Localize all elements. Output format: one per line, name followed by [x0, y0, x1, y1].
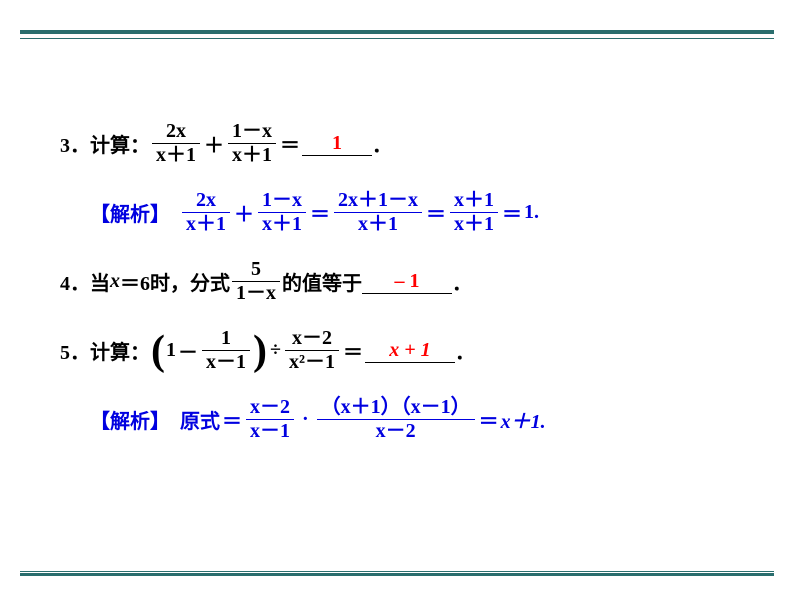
q5-blank: x + 1 — [365, 339, 455, 363]
q3-label: 计算： — [90, 129, 150, 158]
s5-f2: （x＋1）（x－1） x－2 — [317, 396, 475, 443]
q3-answer: 1 — [332, 132, 342, 154]
q4-blank: – 1 — [362, 270, 452, 294]
problem-4: 4． 当 x ＝6 时，分式 5 1－x 的值等于 – 1 ． — [60, 258, 734, 305]
equals-sign: ＝ — [280, 129, 300, 158]
problem-3: 3． 计算： 2x x＋1 ＋ 1－x x＋1 ＝ 1 ． — [60, 120, 734, 167]
s5-label: 【解析】 — [90, 405, 170, 434]
q5-number: 5． — [60, 336, 90, 365]
s3-f4: x＋1 x＋1 — [450, 189, 498, 236]
s3-f3: 2x＋1－x x＋1 — [334, 189, 422, 236]
solution-3: 【解析】 2x x＋1 ＋ 1－x x＋1 ＝ 2x＋1－x x＋1 ＝ x＋1… — [90, 189, 734, 236]
q4-text3: 的值等于 — [282, 267, 362, 296]
plus-sign: ＋ — [204, 129, 224, 158]
s3-f2: 1－x x＋1 — [258, 189, 306, 236]
s3-f1: 2x x＋1 — [182, 189, 230, 236]
s3-result: 1. — [524, 201, 539, 224]
problem-5: 5． 计算： ( 1 － 1 x－1 ) ÷ x－2 x²－1 ＝ x + 1 … — [60, 327, 734, 374]
top-divider-thin — [20, 38, 774, 39]
s5-result: x＋1. — [501, 405, 546, 434]
q5-f2: x－2 x²－1 — [285, 327, 339, 374]
s5-orig: 原式 — [180, 405, 220, 434]
q4-text1: 当 — [90, 267, 110, 296]
lparen: ( — [151, 330, 165, 372]
q4-frac: 5 1－x — [232, 258, 280, 305]
top-divider-thick — [20, 30, 774, 34]
period: ． — [372, 129, 392, 158]
s5-f1: x－2 x－1 — [246, 396, 294, 443]
rparen: ) — [253, 330, 267, 372]
q4-text2: 时，分式 — [150, 267, 230, 296]
q5-f1: 1 x－1 — [202, 327, 250, 374]
q5-answer: x + 1 — [389, 339, 430, 361]
q3-frac2: 1－x x＋1 — [228, 120, 276, 167]
q3-number: 3． — [60, 129, 90, 158]
q3-blank: 1 — [302, 132, 372, 156]
q5-label: 计算： — [90, 336, 150, 365]
solution-5: 【解析】 原式 ＝ x－2 x－1 · （x＋1）（x－1） x－2 ＝ x＋1… — [90, 396, 734, 443]
q4-number: 4． — [60, 267, 90, 296]
q3-frac1: 2x x＋1 — [152, 120, 200, 167]
bottom-divider-thick — [20, 573, 774, 576]
s3-label: 【解析】 — [90, 198, 170, 227]
bottom-divider-thin — [20, 571, 774, 572]
q4-answer: – 1 — [395, 270, 420, 292]
content-area: 3． 计算： 2x x＋1 ＋ 1－x x＋1 ＝ 1 ． 【解析】 2x x＋… — [60, 120, 734, 465]
